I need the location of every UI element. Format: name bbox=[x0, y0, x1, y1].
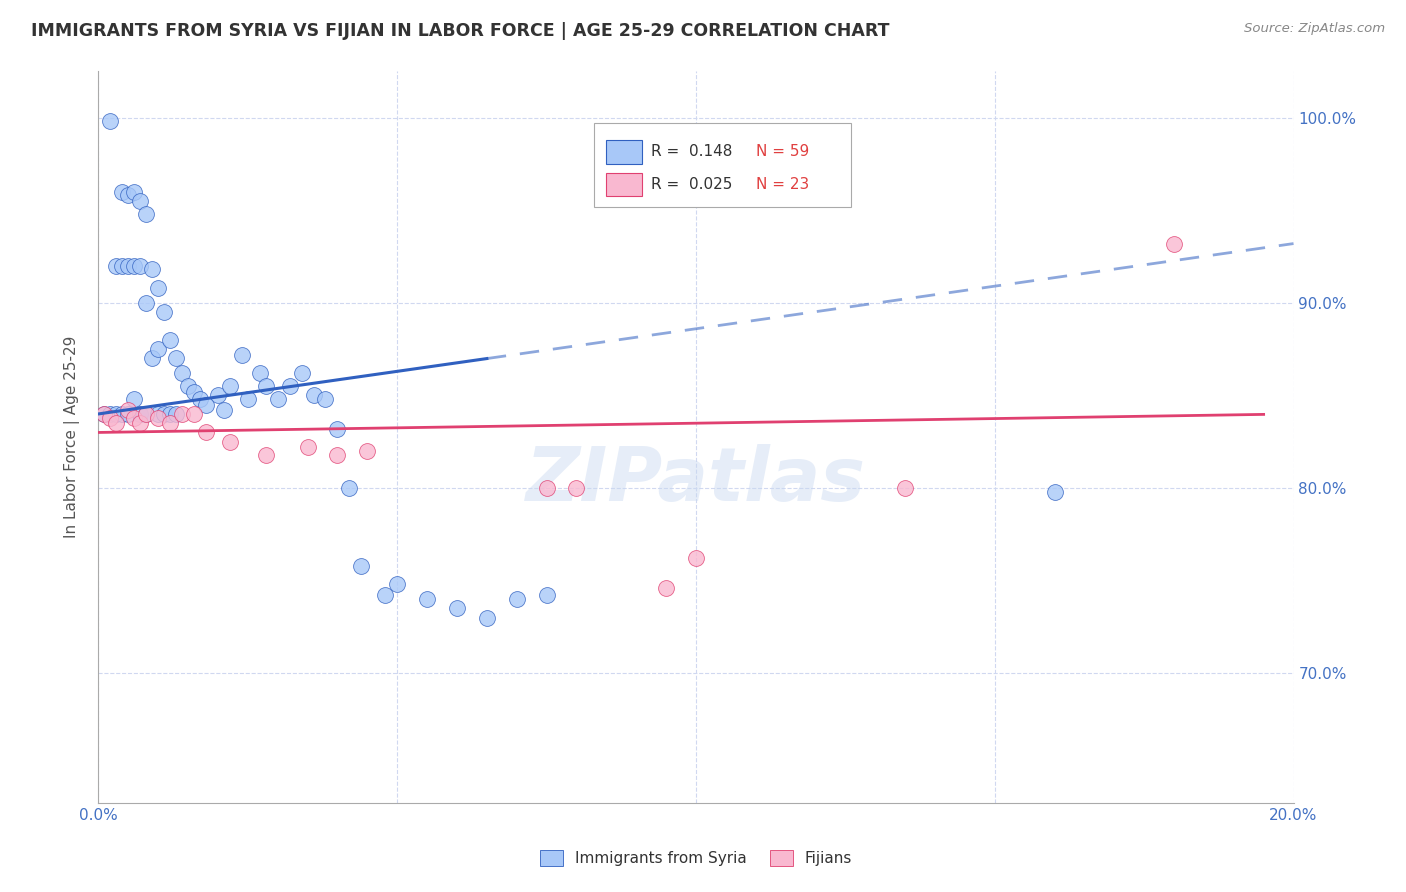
Point bbox=[129, 416, 152, 430]
Point bbox=[207, 388, 229, 402]
Point bbox=[655, 581, 678, 595]
Point bbox=[117, 407, 139, 421]
Point bbox=[105, 407, 128, 421]
Point bbox=[111, 259, 134, 273]
Legend: Immigrants from Syria, Fijians: Immigrants from Syria, Fijians bbox=[534, 844, 858, 872]
Point bbox=[159, 333, 181, 347]
Point bbox=[124, 392, 146, 406]
Point bbox=[506, 592, 529, 607]
Point bbox=[111, 407, 134, 421]
Point bbox=[124, 259, 146, 273]
Point bbox=[98, 407, 122, 421]
Point bbox=[297, 440, 319, 454]
Point bbox=[894, 481, 917, 495]
Point bbox=[159, 416, 181, 430]
Point bbox=[98, 410, 122, 425]
Point bbox=[129, 259, 152, 273]
Point bbox=[148, 281, 170, 295]
Point bbox=[1043, 484, 1066, 499]
Point bbox=[416, 592, 439, 607]
Point bbox=[148, 410, 170, 425]
Point bbox=[195, 398, 218, 412]
Point bbox=[249, 366, 271, 380]
Point bbox=[105, 259, 128, 273]
Point bbox=[117, 403, 139, 417]
Point bbox=[165, 351, 187, 366]
Point bbox=[188, 392, 211, 406]
Point bbox=[278, 379, 301, 393]
Point bbox=[685, 551, 707, 566]
Point bbox=[177, 379, 200, 393]
Point bbox=[135, 407, 157, 421]
Point bbox=[350, 558, 373, 573]
Point bbox=[105, 416, 128, 430]
Point bbox=[339, 481, 361, 495]
Point bbox=[117, 259, 139, 273]
Point bbox=[165, 407, 187, 421]
FancyBboxPatch shape bbox=[606, 140, 643, 163]
Text: ZIPatlas: ZIPatlas bbox=[526, 444, 866, 517]
Point bbox=[183, 407, 205, 421]
Point bbox=[536, 481, 558, 495]
Point bbox=[254, 379, 277, 393]
Point bbox=[172, 366, 194, 380]
Point bbox=[291, 366, 314, 380]
Y-axis label: In Labor Force | Age 25-29: In Labor Force | Age 25-29 bbox=[63, 336, 80, 538]
Point bbox=[236, 392, 259, 406]
Point bbox=[1163, 236, 1185, 251]
Point bbox=[153, 305, 176, 319]
Point bbox=[93, 407, 115, 421]
Text: N = 23: N = 23 bbox=[756, 178, 808, 193]
Point bbox=[356, 444, 378, 458]
Text: IMMIGRANTS FROM SYRIA VS FIJIAN IN LABOR FORCE | AGE 25-29 CORRELATION CHART: IMMIGRANTS FROM SYRIA VS FIJIAN IN LABOR… bbox=[31, 22, 890, 40]
Point bbox=[148, 342, 170, 356]
Point bbox=[475, 610, 498, 624]
Point bbox=[219, 379, 242, 393]
Point bbox=[315, 392, 337, 406]
Point bbox=[183, 384, 205, 399]
Point bbox=[135, 407, 157, 421]
Point bbox=[135, 207, 157, 221]
Point bbox=[124, 185, 146, 199]
Point bbox=[93, 407, 115, 421]
Point bbox=[302, 388, 325, 402]
FancyBboxPatch shape bbox=[606, 173, 643, 196]
Point bbox=[219, 434, 242, 449]
Point bbox=[374, 588, 396, 602]
Text: R =  0.025: R = 0.025 bbox=[651, 178, 733, 193]
Point bbox=[326, 448, 349, 462]
Point bbox=[536, 588, 558, 602]
Text: R =  0.148: R = 0.148 bbox=[651, 145, 733, 160]
Point bbox=[117, 188, 139, 202]
Point bbox=[326, 422, 349, 436]
Point bbox=[254, 448, 277, 462]
FancyBboxPatch shape bbox=[595, 122, 852, 207]
Point bbox=[231, 348, 253, 362]
Point bbox=[195, 425, 218, 440]
Point bbox=[111, 185, 134, 199]
Point bbox=[129, 407, 152, 421]
Text: Source: ZipAtlas.com: Source: ZipAtlas.com bbox=[1244, 22, 1385, 36]
Point bbox=[446, 601, 468, 615]
Point bbox=[565, 481, 588, 495]
Point bbox=[141, 262, 163, 277]
Text: N = 59: N = 59 bbox=[756, 145, 808, 160]
Point bbox=[148, 407, 170, 421]
Point bbox=[135, 295, 157, 310]
Point bbox=[159, 407, 181, 421]
Point bbox=[98, 114, 122, 128]
Point bbox=[141, 351, 163, 366]
Point bbox=[212, 403, 235, 417]
Point bbox=[124, 410, 146, 425]
Point bbox=[267, 392, 290, 406]
Point bbox=[153, 407, 176, 421]
Point bbox=[129, 194, 152, 208]
Point bbox=[385, 577, 409, 591]
Point bbox=[172, 407, 194, 421]
